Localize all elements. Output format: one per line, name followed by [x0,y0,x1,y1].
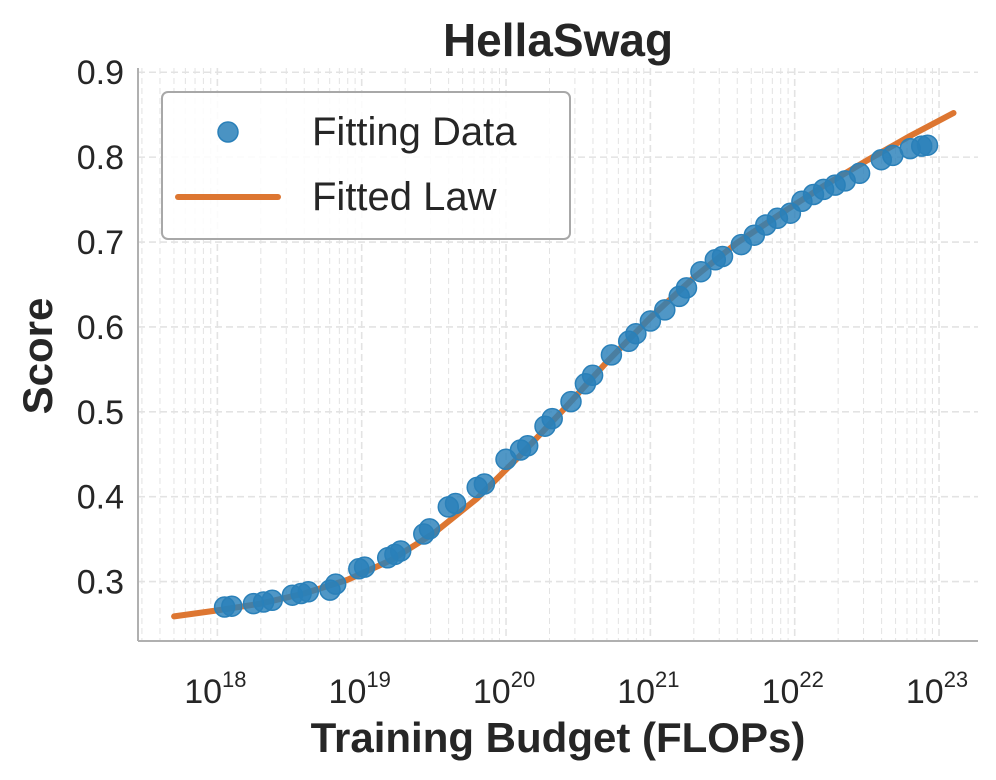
axes-layer [137,68,978,642]
data-point [541,407,563,430]
data-point [389,540,412,562]
y-tick-label: 0.7 [77,224,124,262]
data-point [711,245,734,268]
data-point [625,322,647,345]
x-axis-label: Training Budget (FLOPs) [311,714,806,761]
data-point [848,162,871,185]
y-tick-label: 0.3 [77,564,124,602]
data-point [261,589,283,612]
data-point [221,595,243,617]
tick-label-layer: 0.3 0.4 0.5 0.6 0.7 0.8 0.9 1018 1019 1020 1021 102… [77,54,968,711]
legend-marker-fitting-data [217,121,239,143]
y-axis-label: Score [14,298,61,415]
x-tick-label: 1019 [329,667,391,711]
data-point [418,518,441,540]
y-tick-label: 0.6 [77,309,124,347]
fitting-data-layer [213,134,939,618]
legend-frame [161,91,571,240]
data-point [690,260,712,283]
data-point [581,364,604,387]
data-point [600,344,623,366]
y-tick-label: 0.8 [77,139,124,177]
data-point [916,134,939,156]
x-tick-label: 1021 [617,667,679,711]
data-point [353,556,376,578]
data-point [444,492,467,515]
data-point [473,473,496,495]
x-tick-label: 1018 [184,667,246,711]
legend-label-fitting-data: Fitting Data [312,110,517,154]
y-tick-label: 0.4 [77,479,124,517]
data-point [297,581,320,603]
data-point [639,310,662,332]
x-tick-label: 1022 [762,667,824,711]
data-point [324,573,347,595]
data-point [560,390,582,413]
chart-title: HellaSwag [443,14,673,66]
legend-label-fitted-law: Fitted Law [312,175,497,219]
x-tick-label: 1020 [473,667,535,711]
data-point [675,277,698,299]
y-tick-label: 0.5 [77,394,124,432]
y-tick-label: 0.9 [77,54,124,92]
legend: Fitting Data Fitted Law [161,91,571,240]
x-tick-label: 1023 [906,667,968,711]
data-point [654,299,676,321]
data-point [516,435,539,457]
